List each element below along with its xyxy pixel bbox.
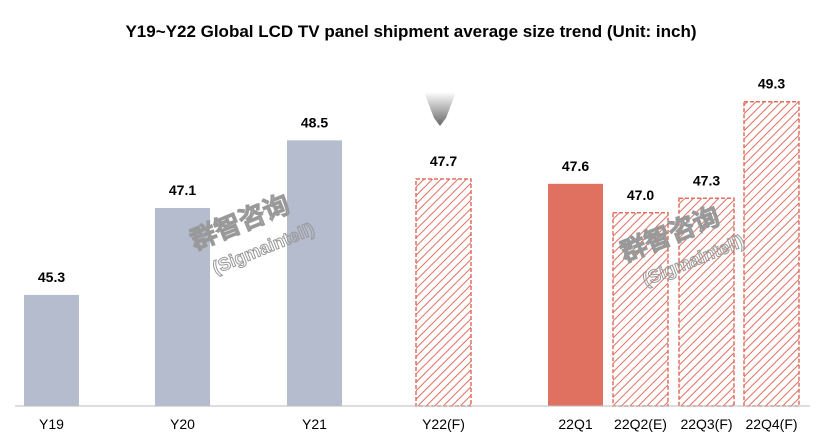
down-arrow-icon [424,92,456,126]
bar-Y20 [155,207,210,406]
x-tick-label: Y21 [302,416,327,432]
bar-22Q4(F) [743,100,800,407]
data-label: 48.5 [301,114,328,130]
x-tick-label: Y22(F) [422,416,465,432]
x-tick-label: 22Q4(F) [745,416,797,432]
data-label: 49.3 [758,76,785,92]
bar-Y21 [287,140,342,406]
x-tick-label: 22Q3(F) [680,416,732,432]
x-tick-label: Y20 [170,416,195,432]
bar-Y19 [24,294,79,406]
bar-22Q1 [548,183,603,406]
data-label: 47.3 [693,172,720,188]
chart-title: Y19~Y22 Global LCD TV panel shipment ave… [125,22,696,41]
data-label: 45.3 [38,269,65,285]
data-label: 47.7 [430,153,457,169]
x-tick-label: 22Q2(E) [614,416,667,432]
data-label: 47.6 [562,158,589,174]
bar-Y22(F) [415,178,472,407]
data-label: 47.0 [627,187,654,203]
bar-22Q2(E) [612,212,669,407]
data-label: 47.1 [169,182,196,198]
x-tick-label: 22Q1 [558,416,592,432]
x-tick-label: Y19 [39,416,64,432]
